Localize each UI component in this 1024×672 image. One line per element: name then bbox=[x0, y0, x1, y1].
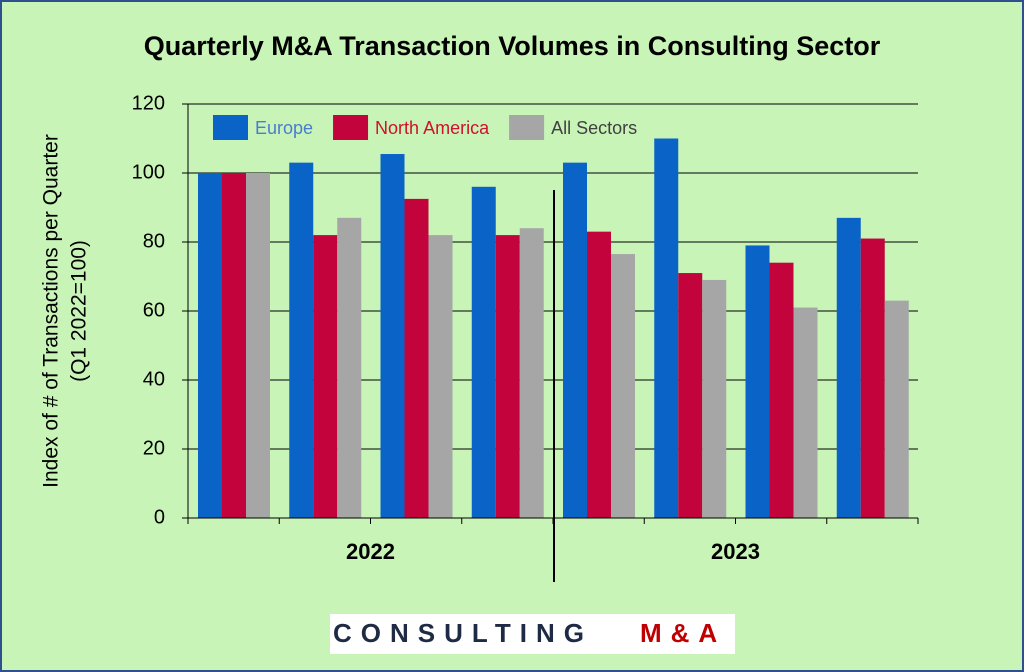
y-tick-label: 0 bbox=[154, 506, 165, 528]
legend-swatch bbox=[213, 115, 248, 140]
y-tick-label: 40 bbox=[143, 368, 165, 390]
bar bbox=[313, 235, 338, 518]
y-tick-label: 20 bbox=[143, 437, 165, 459]
bar bbox=[563, 162, 587, 518]
bar bbox=[884, 300, 909, 518]
bar bbox=[246, 173, 270, 518]
bar bbox=[380, 154, 405, 518]
bar bbox=[198, 173, 222, 518]
bar bbox=[654, 138, 679, 518]
logo-word: M&A bbox=[640, 618, 726, 648]
bar bbox=[678, 273, 703, 518]
legend-label: Europe bbox=[255, 118, 313, 138]
bar bbox=[587, 231, 611, 518]
bar bbox=[289, 162, 314, 518]
bar bbox=[471, 186, 496, 519]
y-tick-label: 80 bbox=[143, 230, 165, 252]
legend-label: All Sectors bbox=[551, 118, 637, 138]
bar bbox=[769, 262, 794, 518]
bar bbox=[337, 217, 362, 518]
y-tick-label: 120 bbox=[132, 92, 165, 114]
bar bbox=[428, 235, 453, 518]
bar bbox=[519, 228, 544, 518]
chart-title: Quarterly M&A Transaction Volumes in Con… bbox=[144, 31, 881, 61]
y-axis-label: (Q1 2022=100) bbox=[68, 240, 91, 382]
bar bbox=[611, 254, 635, 518]
logo-word: CONSULTING bbox=[333, 618, 593, 648]
y-tick-label: 60 bbox=[143, 299, 165, 321]
x-group-label: 2022 bbox=[346, 539, 395, 564]
legend-swatch bbox=[509, 115, 545, 140]
bar bbox=[836, 217, 861, 518]
legend-label: North America bbox=[375, 118, 490, 138]
legend-swatch bbox=[333, 115, 369, 140]
y-axis-label: Index of # of Transactions per Quarter bbox=[40, 134, 63, 488]
bar bbox=[495, 235, 520, 518]
bar bbox=[222, 173, 246, 518]
bar bbox=[745, 245, 770, 518]
bar bbox=[793, 307, 818, 518]
bar bbox=[404, 198, 429, 518]
logo-box bbox=[330, 614, 735, 654]
y-tick-label: 100 bbox=[132, 161, 165, 183]
bar bbox=[702, 279, 727, 518]
bar bbox=[860, 238, 885, 519]
x-group-label: 2023 bbox=[711, 539, 760, 564]
